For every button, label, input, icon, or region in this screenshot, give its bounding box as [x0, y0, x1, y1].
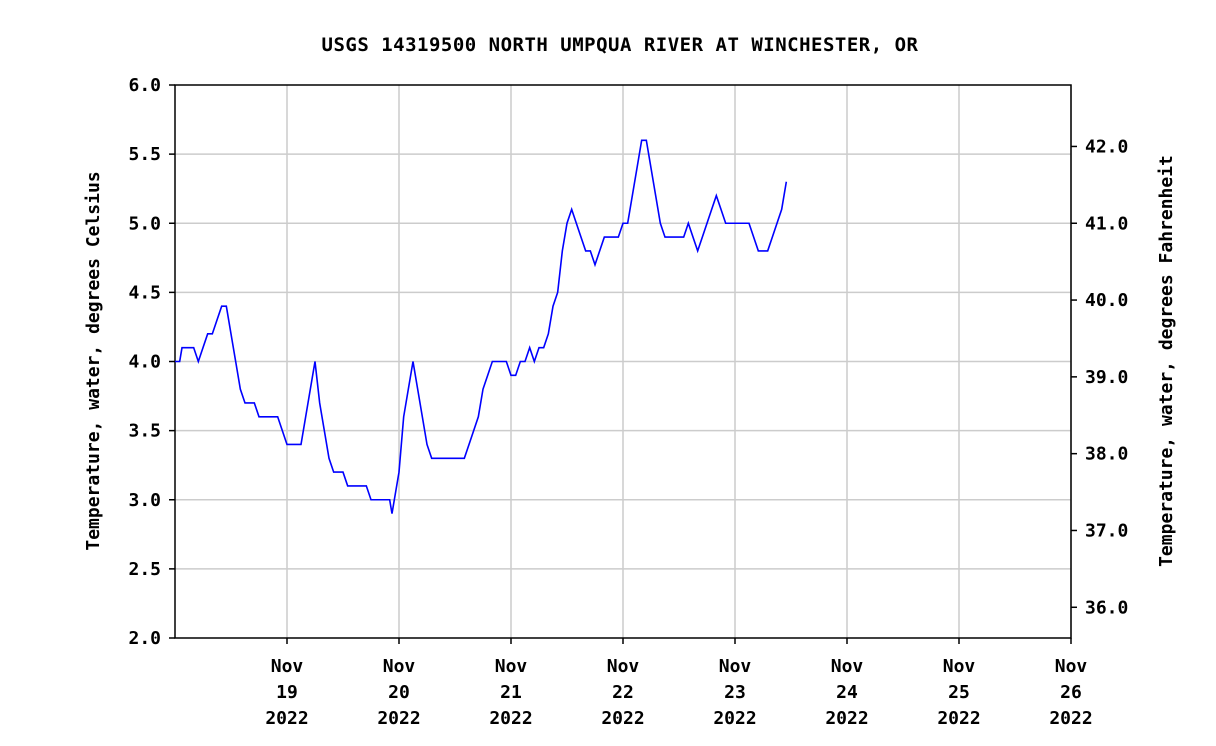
y-tick-label-left: 2.5 [128, 559, 161, 580]
x-tick-label: Nov [943, 656, 976, 677]
data-layer [175, 139, 788, 514]
y-tick-label-left: 3.0 [128, 490, 161, 511]
x-tick-label: 2022 [1049, 708, 1092, 729]
y-tick-label-right: 37.0 [1085, 520, 1128, 541]
temperature-series-line [175, 139, 788, 514]
grid-lines [175, 85, 1072, 638]
x-tick-label: Nov [831, 656, 864, 677]
y-tick-label-right: 40.0 [1085, 290, 1128, 311]
y-tick-label-right: 41.0 [1085, 213, 1128, 234]
left-axis-ticks: 6.0 5.5 5.0 4.5 4.0 3.5 3.0 2.5 2.0 [128, 75, 175, 649]
y-tick-label-left: 5.5 [128, 144, 161, 165]
right-axis-ticks: 42.0 41.0 40.0 39.0 38.0 37.0 36.0 [1071, 136, 1128, 618]
y-tick-label-left: 4.5 [128, 282, 161, 303]
y-tick-label-left: 6.0 [128, 75, 161, 96]
x-tick-label: 24 [836, 682, 858, 703]
x-tick-label: Nov [383, 656, 416, 677]
x-tick-label: 26 [1060, 682, 1082, 703]
x-tick-label: Nov [719, 656, 752, 677]
y-tick-label-left: 3.5 [128, 421, 161, 442]
x-tick-label: 2022 [489, 708, 532, 729]
x-tick-label: Nov [1055, 656, 1088, 677]
x-tick-label: 2022 [825, 708, 868, 729]
y-axis-label-left: Temperature, water, degrees Celsius [83, 171, 104, 550]
x-tick-label: 25 [948, 682, 970, 703]
x-tick-label: 19 [276, 682, 298, 703]
x-tick-label: 20 [388, 682, 410, 703]
x-tick-label: 2022 [265, 708, 308, 729]
y-tick-label-right: 42.0 [1085, 136, 1128, 157]
x-tick-label: 22 [612, 682, 634, 703]
y-tick-label-left: 4.0 [128, 352, 161, 373]
x-axis-ticks: Nov 19 2022 Nov 20 2022 Nov 21 2022 Nov 22 2022 Nov 2… [265, 638, 1093, 729]
y-tick-label-left: 2.0 [128, 628, 161, 649]
x-tick-label: 23 [724, 682, 746, 703]
y-tick-label-right: 38.0 [1085, 444, 1128, 465]
x-tick-label: Nov [495, 656, 528, 677]
chart-title: USGS 14319500 NORTH UMPQUA RIVER AT WINC… [321, 34, 919, 56]
y-tick-label-right: 36.0 [1085, 597, 1128, 618]
x-tick-label: 2022 [713, 708, 756, 729]
x-tick-label: 2022 [601, 708, 644, 729]
x-tick-label: 2022 [937, 708, 980, 729]
x-tick-label: Nov [271, 656, 304, 677]
x-tick-label: Nov [607, 656, 640, 677]
y-tick-label-left: 5.0 [128, 213, 161, 234]
y-tick-label-right: 39.0 [1085, 367, 1128, 388]
y-axis-label-right: Temperature, water, degrees Fahrenheit [1156, 155, 1177, 567]
x-tick-label: 2022 [377, 708, 420, 729]
x-tick-label: 21 [500, 682, 522, 703]
